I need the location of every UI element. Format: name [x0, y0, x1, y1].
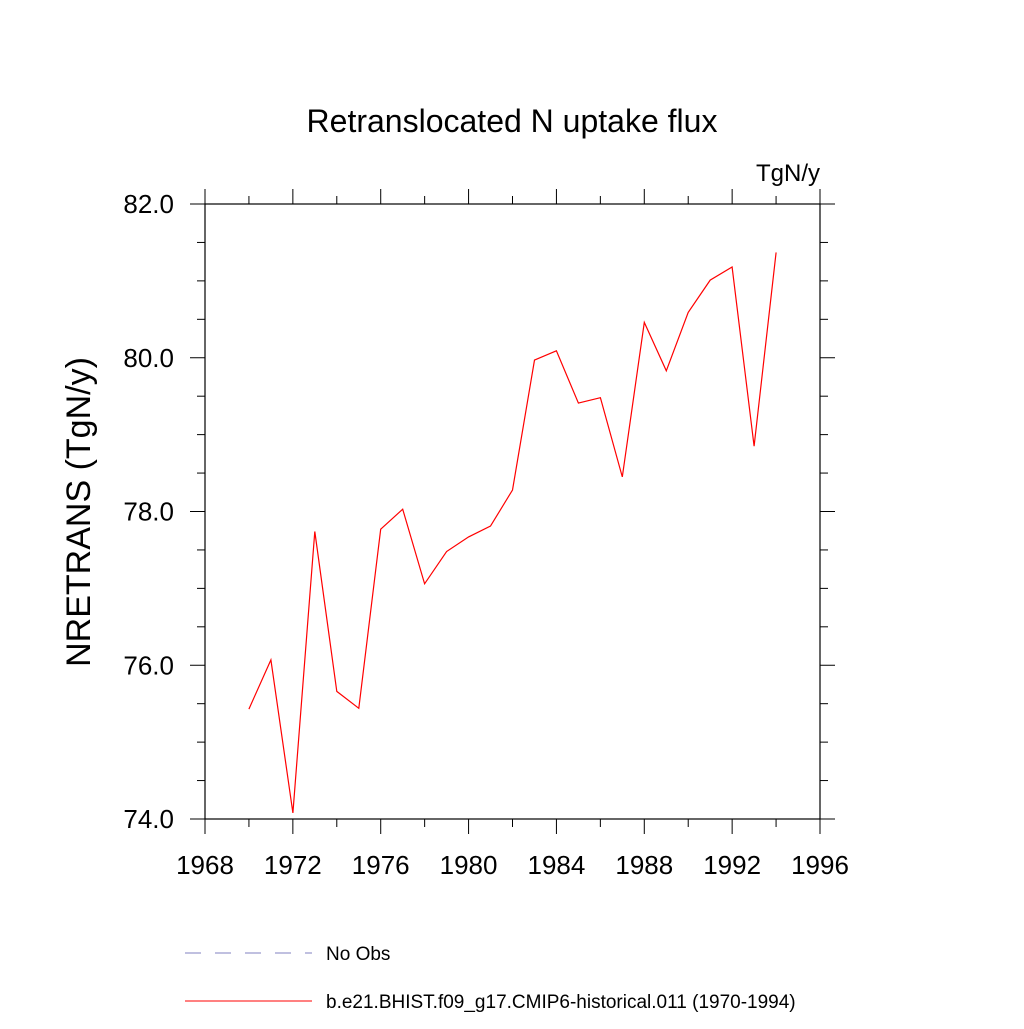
- series-line: [248, 252, 777, 813]
- legend: No Obs b.e21.BHIST.f09_g17.CMIP6-histori…: [185, 944, 796, 1013]
- units-label: TgN/y: [756, 160, 820, 187]
- legend-label-model: b.e21.BHIST.f09_g17.CMIP6-historical.011…: [326, 992, 796, 1013]
- x-tick-label: 1992: [703, 850, 761, 880]
- x-tick-label: 1996: [791, 850, 849, 880]
- x-tick-label: 1988: [615, 850, 673, 880]
- axis-tick-labels: 1968 1972 1976 1980 1984 1988 1992 1996 74.0 76.0…: [123, 189, 849, 880]
- x-tick-label: 1984: [528, 850, 586, 880]
- y-tick-label: 76.0: [123, 650, 174, 680]
- y-tick-label: 80.0: [123, 343, 174, 373]
- y-axis-label: NRETRANS (TgN/y): [60, 357, 98, 667]
- y-tick-label: 78.0: [123, 497, 174, 527]
- y-tick-label: 74.0: [123, 804, 174, 834]
- axis-ticks: [190, 189, 835, 834]
- y-tick-label: 82.0: [123, 189, 174, 219]
- data-series: [248, 252, 777, 813]
- x-tick-label: 1976: [352, 850, 410, 880]
- x-tick-label: 1972: [264, 850, 322, 880]
- x-tick-label: 1980: [440, 850, 498, 880]
- chart-title: Retranslocated N uptake flux: [307, 103, 718, 139]
- x-tick-label: 1968: [176, 850, 234, 880]
- legend-label-no-obs: No Obs: [326, 944, 390, 965]
- plot-frame: [204, 203, 821, 820]
